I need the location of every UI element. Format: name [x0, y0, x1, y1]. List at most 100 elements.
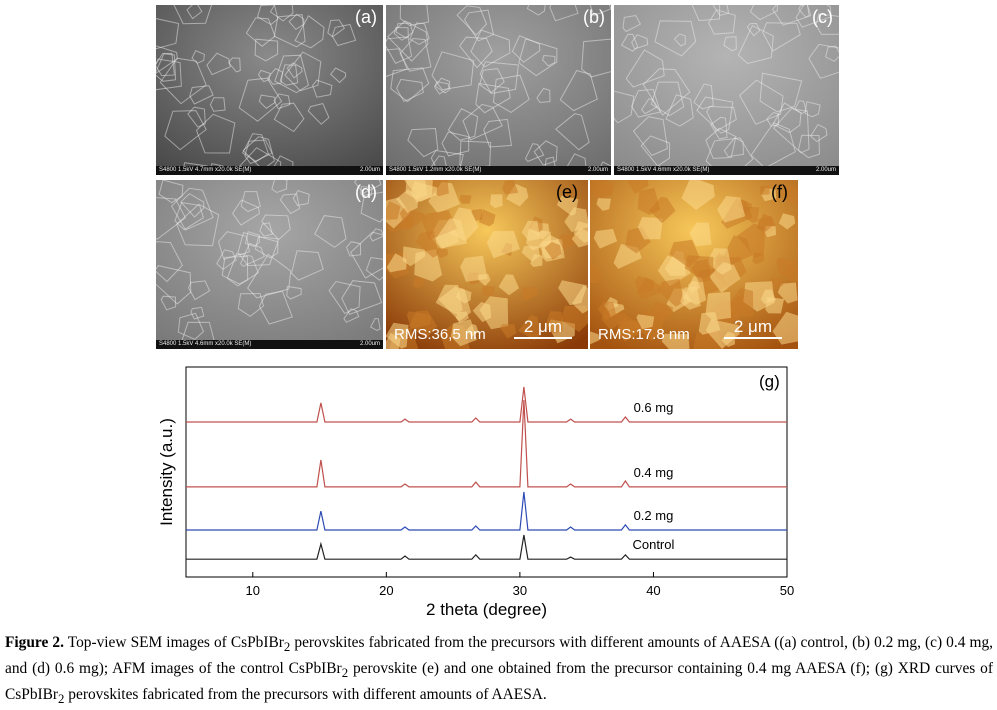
grain [399, 37, 432, 72]
grain [680, 286, 701, 310]
grain [696, 96, 734, 134]
grain [412, 276, 424, 289]
grain [559, 70, 598, 112]
grain [238, 77, 283, 122]
grain [781, 185, 798, 205]
grain [370, 317, 381, 331]
grain [631, 34, 649, 50]
grain [492, 74, 530, 113]
grain [738, 79, 784, 125]
grain [274, 54, 310, 94]
series-label: Control [632, 537, 674, 552]
grain [246, 253, 292, 299]
grain [797, 134, 820, 159]
grain [174, 202, 204, 231]
grain [642, 68, 691, 116]
grain [365, 256, 383, 281]
grain [434, 81, 450, 95]
grain [396, 189, 419, 213]
grain [430, 149, 464, 175]
grain [402, 246, 426, 267]
grain [237, 293, 265, 317]
grain [622, 14, 642, 33]
grain [590, 264, 601, 284]
grain [815, 13, 839, 35]
grain [483, 118, 513, 148]
grain [415, 230, 439, 258]
grain [189, 85, 214, 105]
grain [177, 312, 205, 340]
info-bar: S4800 1.5kV 4.7mm x20.0k SE(M) 2.00um [156, 166, 383, 175]
grain [471, 208, 483, 221]
grain [176, 203, 220, 247]
grain [746, 22, 761, 37]
grain [564, 207, 588, 233]
grain [258, 290, 293, 325]
rms-label: RMS:36,5 nm [394, 326, 486, 343]
grain [665, 94, 694, 127]
grain [158, 180, 184, 204]
grain [640, 135, 671, 167]
grain [256, 5, 279, 26]
grain [261, 214, 291, 241]
series-label: 0.6 mg [634, 400, 674, 415]
grain [328, 280, 361, 315]
panel-label: (d) [355, 182, 377, 202]
afm-image: (f) RMS:17.8 nm 2 μm [590, 180, 798, 349]
grain [390, 67, 430, 103]
grain [722, 235, 753, 266]
grain [327, 19, 346, 38]
grain [369, 228, 383, 242]
xrd-curve [186, 534, 787, 560]
grain [637, 217, 664, 240]
grain [617, 315, 639, 339]
grain [156, 45, 178, 74]
scale-bar: 2 μm [723, 317, 782, 339]
xrd-curve [186, 399, 787, 488]
grain [259, 222, 274, 237]
grain [292, 189, 310, 206]
grain [331, 23, 357, 47]
grain [464, 9, 495, 42]
grain [288, 13, 305, 31]
grain [544, 311, 563, 334]
grain [279, 193, 301, 215]
grain [190, 306, 205, 320]
grain [459, 194, 472, 204]
grain [286, 62, 303, 79]
grain [245, 17, 276, 47]
grain [435, 218, 468, 249]
grain [649, 196, 676, 224]
grain [475, 82, 511, 114]
grain [772, 102, 802, 134]
grain [760, 289, 776, 304]
grain [486, 230, 520, 259]
grain [360, 191, 383, 223]
grain [286, 285, 302, 300]
grain [759, 185, 770, 195]
scale-label: 2.00um [359, 167, 380, 173]
info-bar: S4800 1.5kV 1.2mm x20.0k SE(M) 2.00um [386, 166, 611, 175]
xrd-chart: 10 20 30 40 50 2 theta (degree) Intensity (a.u… [157, 366, 794, 619]
grain [447, 108, 479, 141]
grain [712, 5, 730, 16]
grain [159, 57, 207, 105]
grain [173, 5, 213, 25]
grain [226, 253, 259, 287]
grain [691, 5, 721, 22]
grain [710, 116, 728, 140]
grain [521, 220, 540, 241]
grain [156, 265, 192, 305]
grain [640, 98, 658, 115]
grain [237, 147, 282, 175]
grain [581, 38, 611, 78]
grain [428, 181, 460, 214]
grain [386, 36, 413, 64]
sem-image: (c) S4800 1.5kV 4.6mm x20.0k SE(M) 2.00um [614, 5, 839, 175]
grain [237, 231, 279, 267]
caption-text: perovskites fabricated from the precurso… [64, 686, 547, 704]
caption-text: Top-view SEM images of CsPbIBr [63, 634, 284, 651]
grain [180, 321, 217, 349]
grain [777, 282, 798, 304]
series-label: 0.2 mg [634, 508, 674, 523]
